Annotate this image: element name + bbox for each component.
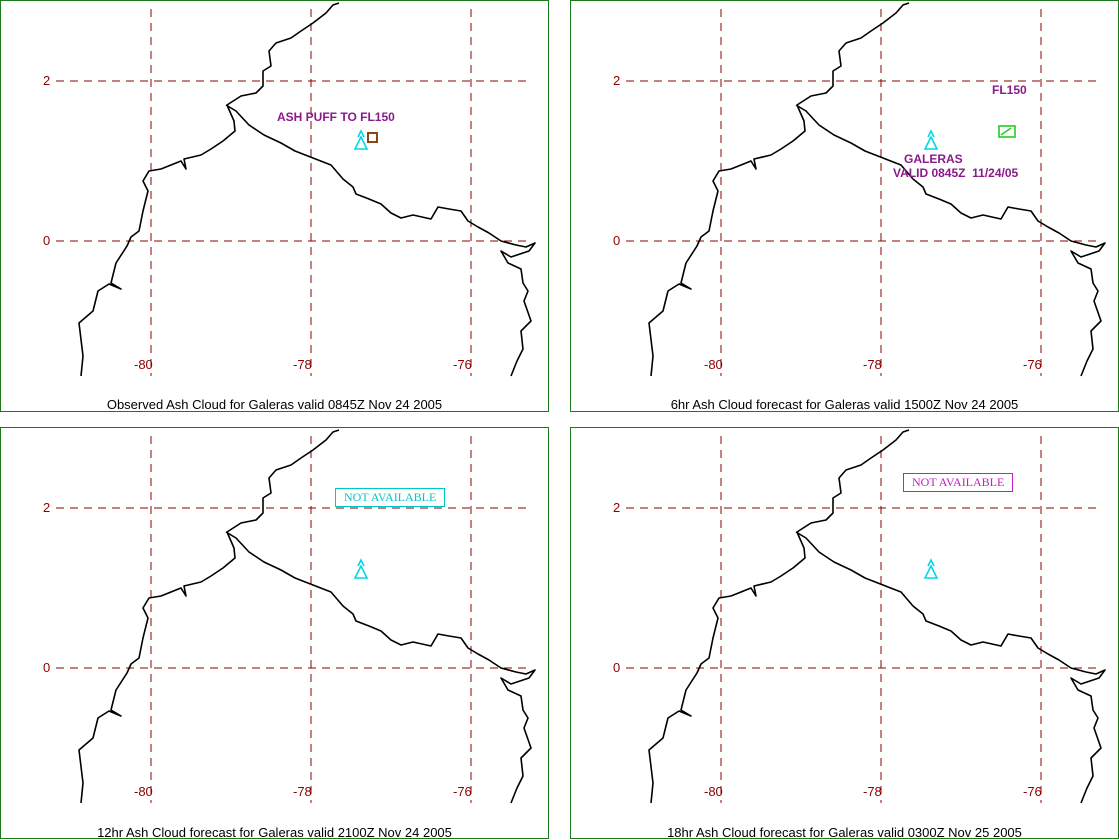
volcano-icon xyxy=(353,558,369,579)
lon-label-78: -78 xyxy=(863,784,882,799)
annotation-fl150: FL150 xyxy=(992,83,1027,97)
map-panel-12hr: 2 0 -80 -78 -76 NOT AVAILABLE 12hr Ash C… xyxy=(0,427,549,840)
lon-label-76: -76 xyxy=(1023,784,1042,799)
panel-caption: Observed Ash Cloud for Galeras valid 084… xyxy=(106,397,443,412)
panel-caption: 12hr Ash Cloud forecast for Galeras vali… xyxy=(97,825,452,840)
volcano-icon xyxy=(923,558,939,579)
coastline xyxy=(648,2,1106,377)
ash-cloud-polygon xyxy=(998,125,1016,138)
volcano-icon xyxy=(923,129,939,150)
lat-label-0: 0 xyxy=(43,233,50,248)
lon-label-80: -80 xyxy=(134,784,153,799)
grid xyxy=(56,436,531,803)
grid xyxy=(626,436,1101,803)
lat-label-2: 2 xyxy=(43,73,50,88)
coastline xyxy=(78,2,536,377)
lon-label-80: -80 xyxy=(704,357,723,372)
lon-label-78: -78 xyxy=(293,784,312,799)
lon-label-76: -76 xyxy=(1023,357,1042,372)
map-canvas: 2 0 -80 -78 -76 xyxy=(613,429,1106,804)
not-available-box: NOT AVAILABLE xyxy=(335,488,446,507)
panel-caption: 6hr Ash Cloud forecast for Galeras valid… xyxy=(670,397,1019,412)
lat-label-0: 0 xyxy=(43,660,50,675)
annotation-valid-time: VALID 0845Z 11/24/05 xyxy=(893,166,1019,180)
panel-caption: 18hr Ash Cloud forecast for Galeras vali… xyxy=(667,825,1022,840)
lon-label-80: -80 xyxy=(134,357,153,372)
map-panel-observed: 2 0 -80 -78 -76 ASH PUFF TO FL150 Observ… xyxy=(0,0,549,412)
lat-label-0: 0 xyxy=(613,233,620,248)
volcano-icon xyxy=(353,129,369,150)
map-panel-6hr: 2 0 -80 -78 -76 FL150 GALERAS VALID 0845… xyxy=(570,0,1119,412)
lat-label-2: 2 xyxy=(613,500,620,515)
lon-label-78: -78 xyxy=(293,357,312,372)
annotation-ash-puff: ASH PUFF TO FL150 xyxy=(277,110,395,124)
map-panel-18hr: 2 0 -80 -78 -76 NOT AVAILABLE 18hr Ash C… xyxy=(570,427,1119,840)
map-canvas: 2 0 -80 -78 -76 FL150 GALERAS VALID 0845… xyxy=(613,2,1106,377)
grid xyxy=(626,9,1101,376)
not-available-box: NOT AVAILABLE xyxy=(903,473,1014,492)
lon-label-76: -76 xyxy=(453,784,472,799)
annotation-galeras: GALERAS xyxy=(904,152,963,166)
coastline xyxy=(78,429,536,804)
coastline xyxy=(648,429,1106,804)
grid xyxy=(56,9,531,376)
map-canvas: 2 0 -80 -78 -76 xyxy=(43,429,536,804)
lat-label-2: 2 xyxy=(613,73,620,88)
ash-cloud-polygon xyxy=(367,132,378,143)
lat-label-2: 2 xyxy=(43,500,50,515)
lon-label-76: -76 xyxy=(453,357,472,372)
lon-label-80: -80 xyxy=(704,784,723,799)
map-canvas: 2 0 -80 -78 -76 ASH PUFF TO FL150 xyxy=(43,2,536,377)
lat-label-0: 0 xyxy=(613,660,620,675)
lon-label-78: -78 xyxy=(863,357,882,372)
